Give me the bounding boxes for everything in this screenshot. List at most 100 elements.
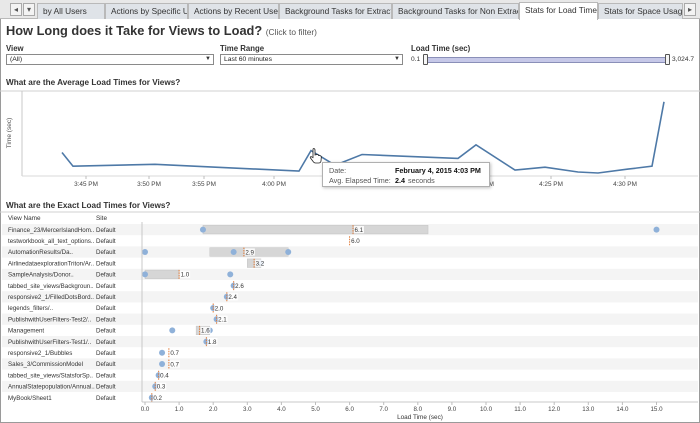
x-tick-label: 3:50 PM: [137, 181, 161, 188]
view-filter-value: (All): [10, 56, 23, 63]
row-site: Default: [96, 339, 116, 346]
tab-list-dropdown-icon[interactable]: ▾: [23, 3, 35, 16]
time-range-dropdown[interactable]: Last 60 minutes ▼: [220, 54, 403, 65]
load-time-point[interactable]: [285, 249, 292, 255]
tab-stats-for-space-usage[interactable]: Stats for Space Usage: [598, 3, 683, 19]
median-value-label: 2.4: [228, 294, 237, 301]
row-view-name[interactable]: AutomationResults/Da..: [8, 249, 73, 256]
page-subtitle: (Click to filter): [265, 27, 317, 37]
x-tick-label: 3:45 PM: [74, 181, 98, 188]
median-label-bg: [152, 394, 163, 402]
x-tick-label: 4.0: [277, 406, 286, 413]
view-filter-dropdown[interactable]: (All) ▼: [6, 54, 214, 65]
row-site: Default: [96, 384, 116, 391]
median-label-bg: [227, 293, 238, 301]
load-time-max-handle[interactable]: [665, 54, 670, 65]
exact-load-times-title: What are the Exact Load Times for Views?: [6, 201, 171, 210]
median-label-bg: [200, 326, 211, 334]
row-view-name[interactable]: AirlinedataexplorationTriton/Ar..: [8, 260, 94, 267]
row-view-name[interactable]: PublishwithUserFilters-Test2/..: [8, 316, 91, 323]
row-band: [2, 291, 698, 303]
median-value-label: 3.2: [256, 261, 265, 268]
median-label-bg: [169, 349, 180, 357]
row-site: Default: [96, 316, 116, 323]
row-view-name[interactable]: AnnualStatepopulation/Annual..: [8, 384, 95, 391]
load-time-point[interactable]: [159, 361, 166, 367]
median-value-label: 6.0: [351, 238, 360, 245]
row-view-name[interactable]: MyBook/Sheet1: [8, 395, 52, 402]
x-tick-label: 0.0: [141, 406, 150, 413]
row-site: Default: [96, 361, 116, 368]
tab-stats-for-load-times[interactable]: Stats for Load Times: [519, 2, 598, 20]
page-title: How Long does it Take for Views to Load?: [6, 23, 263, 38]
load-time-point[interactable]: [227, 271, 234, 278]
row-view-name[interactable]: tabbed_site_views/Backgroun..: [8, 283, 94, 290]
load-time-point[interactable]: [169, 327, 176, 334]
dashboard-title: How Long does it Take for Views to Load?…: [6, 23, 317, 38]
load-time-point[interactable]: [142, 249, 148, 255]
tab-actions-by-all-users[interactable]: by All Users: [37, 3, 105, 19]
tab-scroll-right-icon[interactable]: ▸: [684, 3, 696, 16]
median-value-label: 0.7: [170, 361, 179, 368]
row-view-name[interactable]: responsive2_1/FilledDotsBord..: [8, 294, 94, 301]
load-time-max-value: 3,024.7: [672, 56, 694, 63]
x-tick-label: 7.0: [379, 406, 388, 413]
median-label-bg: [214, 304, 225, 312]
tab-actions-by-specific-user[interactable]: Actions by Specific User: [105, 3, 188, 19]
load-time-point[interactable]: [230, 249, 237, 255]
tab-actions-by-recent-users[interactable]: Actions by Recent Users: [188, 3, 279, 19]
row-site: Default: [96, 294, 116, 301]
load-time-point[interactable]: [199, 226, 206, 233]
load-time-min-handle[interactable]: [423, 54, 428, 65]
tooltip-date-label: Date:: [329, 166, 347, 175]
tab-background-tasks-extracts[interactable]: Background Tasks for Extracts: [279, 3, 392, 19]
tab-scroll-left-icon[interactable]: ◂: [10, 3, 22, 16]
load-time-slider-track[interactable]: [425, 57, 668, 63]
row-view-name[interactable]: legends_filters/..: [8, 305, 53, 312]
median-value-label: 2.6: [235, 283, 244, 290]
row-site: Default: [96, 272, 116, 279]
median-value-label: 0.4: [160, 373, 169, 380]
load-time-point[interactable]: [159, 349, 166, 356]
load-time-range-bar[interactable]: [144, 269, 180, 279]
avg-load-time-series-line[interactable]: [61, 101, 665, 174]
load-time-range-bar[interactable]: [202, 225, 429, 235]
row-band: [2, 313, 698, 325]
row-site: Default: [96, 305, 116, 312]
row-site: Default: [96, 395, 116, 402]
median-label-bg: [156, 382, 167, 390]
tab-background-tasks-non-extracts[interactable]: Background Tasks for Non Extracts: [392, 3, 519, 19]
x-tick-label: 2.0: [209, 406, 218, 413]
row-view-name[interactable]: Management: [8, 328, 44, 335]
load-time-point[interactable]: [142, 271, 148, 278]
row-band: [2, 380, 698, 392]
row-site: Default: [96, 260, 116, 267]
exact-load-times-chart[interactable]: View Name Site Finance_23/MercerIslandHo…: [0, 210, 700, 423]
row-site: Default: [96, 372, 116, 379]
x-tick-label: 4:30 PM: [613, 181, 637, 188]
median-value-label: 6.1: [355, 227, 364, 234]
median-label-bg: [350, 237, 361, 245]
row-view-name[interactable]: Sales_3/CommissionModel: [8, 361, 83, 368]
tooltip-elapsed-label: Avg. Elapsed Time:: [329, 176, 391, 185]
row-view-name[interactable]: SampleAnalysis/Donor..: [8, 272, 74, 279]
row-view-name[interactable]: tabbed_site_views/StatsforSp..: [8, 372, 93, 379]
hand-cursor-icon: [309, 148, 322, 164]
x-tick-label: 3:55 PM: [192, 181, 216, 188]
load-time-point[interactable]: [653, 226, 660, 233]
y-axis-label: Time (sec): [6, 118, 13, 148]
x-tick-label: 15.0: [650, 406, 663, 413]
median-value-label: 0.7: [170, 350, 179, 357]
time-range-label: Time Range: [220, 44, 265, 53]
x-tick-label: 12.0: [548, 406, 561, 413]
median-value-label: 2.1: [218, 317, 227, 324]
x-tick-label: 9.0: [448, 406, 457, 413]
median-value-label: 1.0: [181, 272, 190, 279]
row-band: [2, 268, 698, 280]
x-tick-label: 8.0: [413, 406, 422, 413]
row-view-name[interactable]: Finance_23/MercerIslandHom..: [8, 227, 95, 234]
row-view-name[interactable]: responsive2_1/Bubbles: [8, 350, 72, 357]
median-label-bg: [255, 259, 266, 267]
row-view-name[interactable]: PublishwithUserFilters-Test1/..: [8, 339, 91, 346]
row-view-name[interactable]: testworkbook_all_text_options..: [8, 238, 95, 245]
